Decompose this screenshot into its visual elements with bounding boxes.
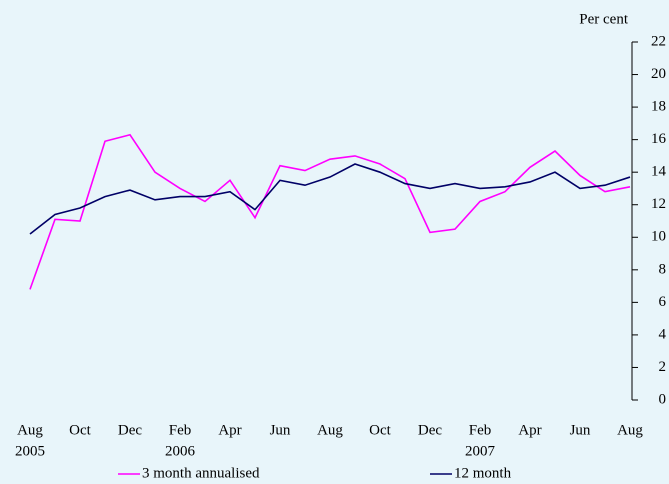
x-tick-label: Apr (218, 422, 241, 438)
y-tick-label: 16 (651, 131, 667, 147)
x-tick-label: Dec (418, 422, 442, 438)
y-tick-label: 4 (659, 326, 667, 342)
x-tick-label: Apr (518, 422, 541, 438)
y-tick-label: 14 (651, 164, 667, 180)
x-tick-label: Aug (17, 422, 43, 438)
series-line (29, 133, 631, 290)
y-tick-label: 8 (659, 261, 667, 277)
y-axis-label: Per cent (579, 11, 629, 27)
series-line (29, 163, 631, 235)
x-year-label: 2006 (165, 443, 196, 459)
y-tick-label: 0 (659, 391, 667, 407)
x-tick-label: Oct (69, 422, 91, 438)
x-tick-label: Dec (118, 422, 142, 438)
y-tick-label: 6 (659, 294, 667, 310)
x-tick-label: Jun (270, 422, 291, 438)
x-tick-label: Feb (469, 422, 492, 438)
x-tick-label: Aug (617, 422, 643, 438)
legend-label: 12 month (454, 465, 512, 481)
x-year-label: 2007 (465, 443, 496, 459)
x-tick-label: Aug (317, 422, 343, 438)
x-tick-label: Oct (369, 422, 391, 438)
y-tick-label: 12 (651, 196, 666, 212)
y-tick-label: 10 (651, 229, 666, 245)
x-tick-label: Jun (570, 422, 591, 438)
y-tick-label: 2 (659, 359, 667, 375)
y-tick-label: 20 (651, 66, 666, 82)
y-tick-label: 18 (651, 99, 666, 115)
y-tick-label: 22 (651, 33, 666, 49)
x-tick-label: Feb (169, 422, 192, 438)
legend-label: 3 month annualised (142, 465, 260, 481)
x-year-label: 2005 (15, 443, 45, 459)
